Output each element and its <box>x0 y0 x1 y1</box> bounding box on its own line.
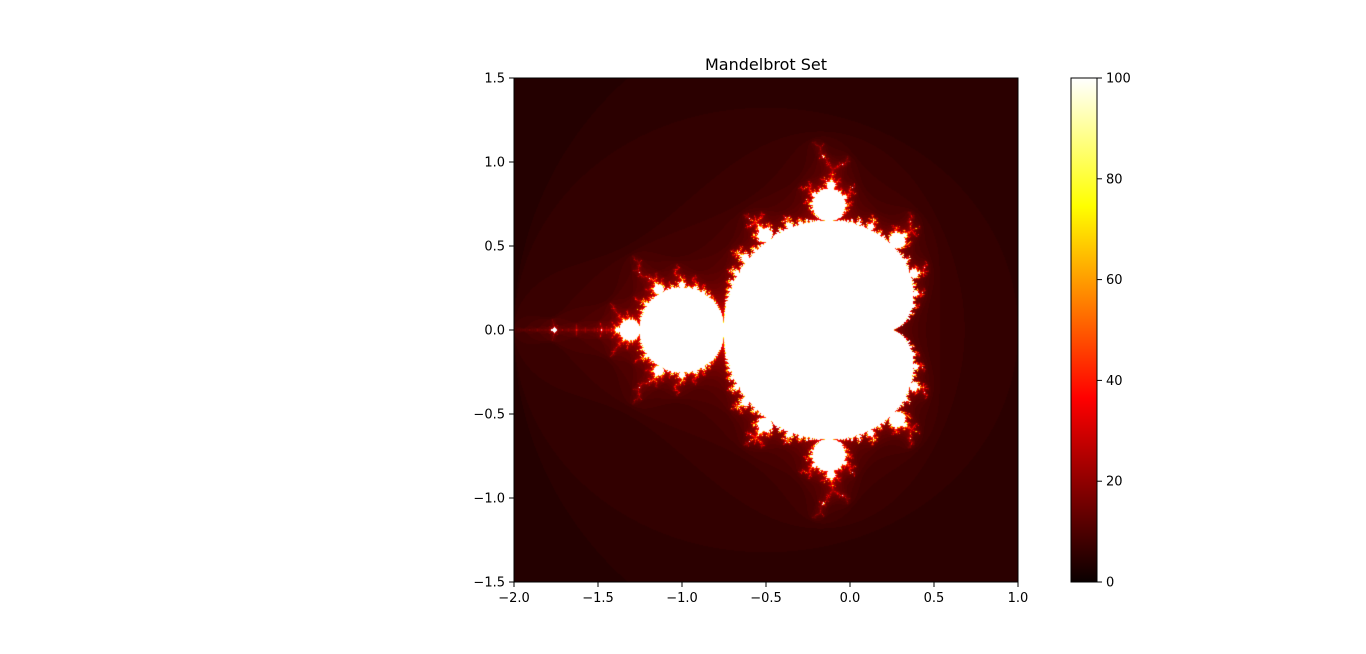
colorbar-tick-label: 80 <box>1106 172 1123 187</box>
y-tick-label: 0.5 <box>484 240 505 255</box>
x-tick-label: −1.5 <box>582 591 614 606</box>
colorbar-tick-label: 60 <box>1106 273 1123 288</box>
y-tick-label: −0.5 <box>473 408 505 423</box>
x-tick-label: −0.5 <box>750 591 782 606</box>
mandelbrot-heatmap <box>514 78 1018 582</box>
y-axis: −1.5 −1.0 −0.5 0.0 0.5 1.0 1.5 <box>473 72 514 591</box>
x-axis: −2.0 −1.5 −1.0 −0.5 0.0 0.5 1.0 <box>498 582 1028 606</box>
colorbar-frame <box>1070 77 1098 583</box>
y-tick-label: 0.0 <box>484 324 505 339</box>
colorbar-tick-label: 100 <box>1106 72 1131 87</box>
colorbar-ticks: 0 20 40 60 80 100 <box>1097 72 1131 591</box>
x-tick-label: 0.0 <box>840 591 861 606</box>
chart-title: Mandelbrot Set <box>705 55 827 74</box>
x-tick-label: 0.5 <box>924 591 945 606</box>
x-tick-label: −2.0 <box>498 591 530 606</box>
colorbar-tick-label: 40 <box>1106 374 1123 389</box>
colorbar-gradient <box>1071 78 1097 582</box>
y-tick-label: 1.0 <box>484 156 505 171</box>
y-tick-label: 1.5 <box>484 72 505 87</box>
colorbar-tick-label: 20 <box>1106 475 1123 490</box>
colorbar: 0 20 40 60 80 100 <box>1070 72 1131 591</box>
y-tick-label: −1.5 <box>473 576 505 591</box>
x-tick-label: 1.0 <box>1008 591 1029 606</box>
y-tick-label: −1.0 <box>473 492 505 507</box>
plot-area <box>513 77 1019 583</box>
x-tick-label: −1.0 <box>666 591 698 606</box>
colorbar-tick-label: 0 <box>1106 576 1114 591</box>
heatmap-container <box>514 78 1018 582</box>
